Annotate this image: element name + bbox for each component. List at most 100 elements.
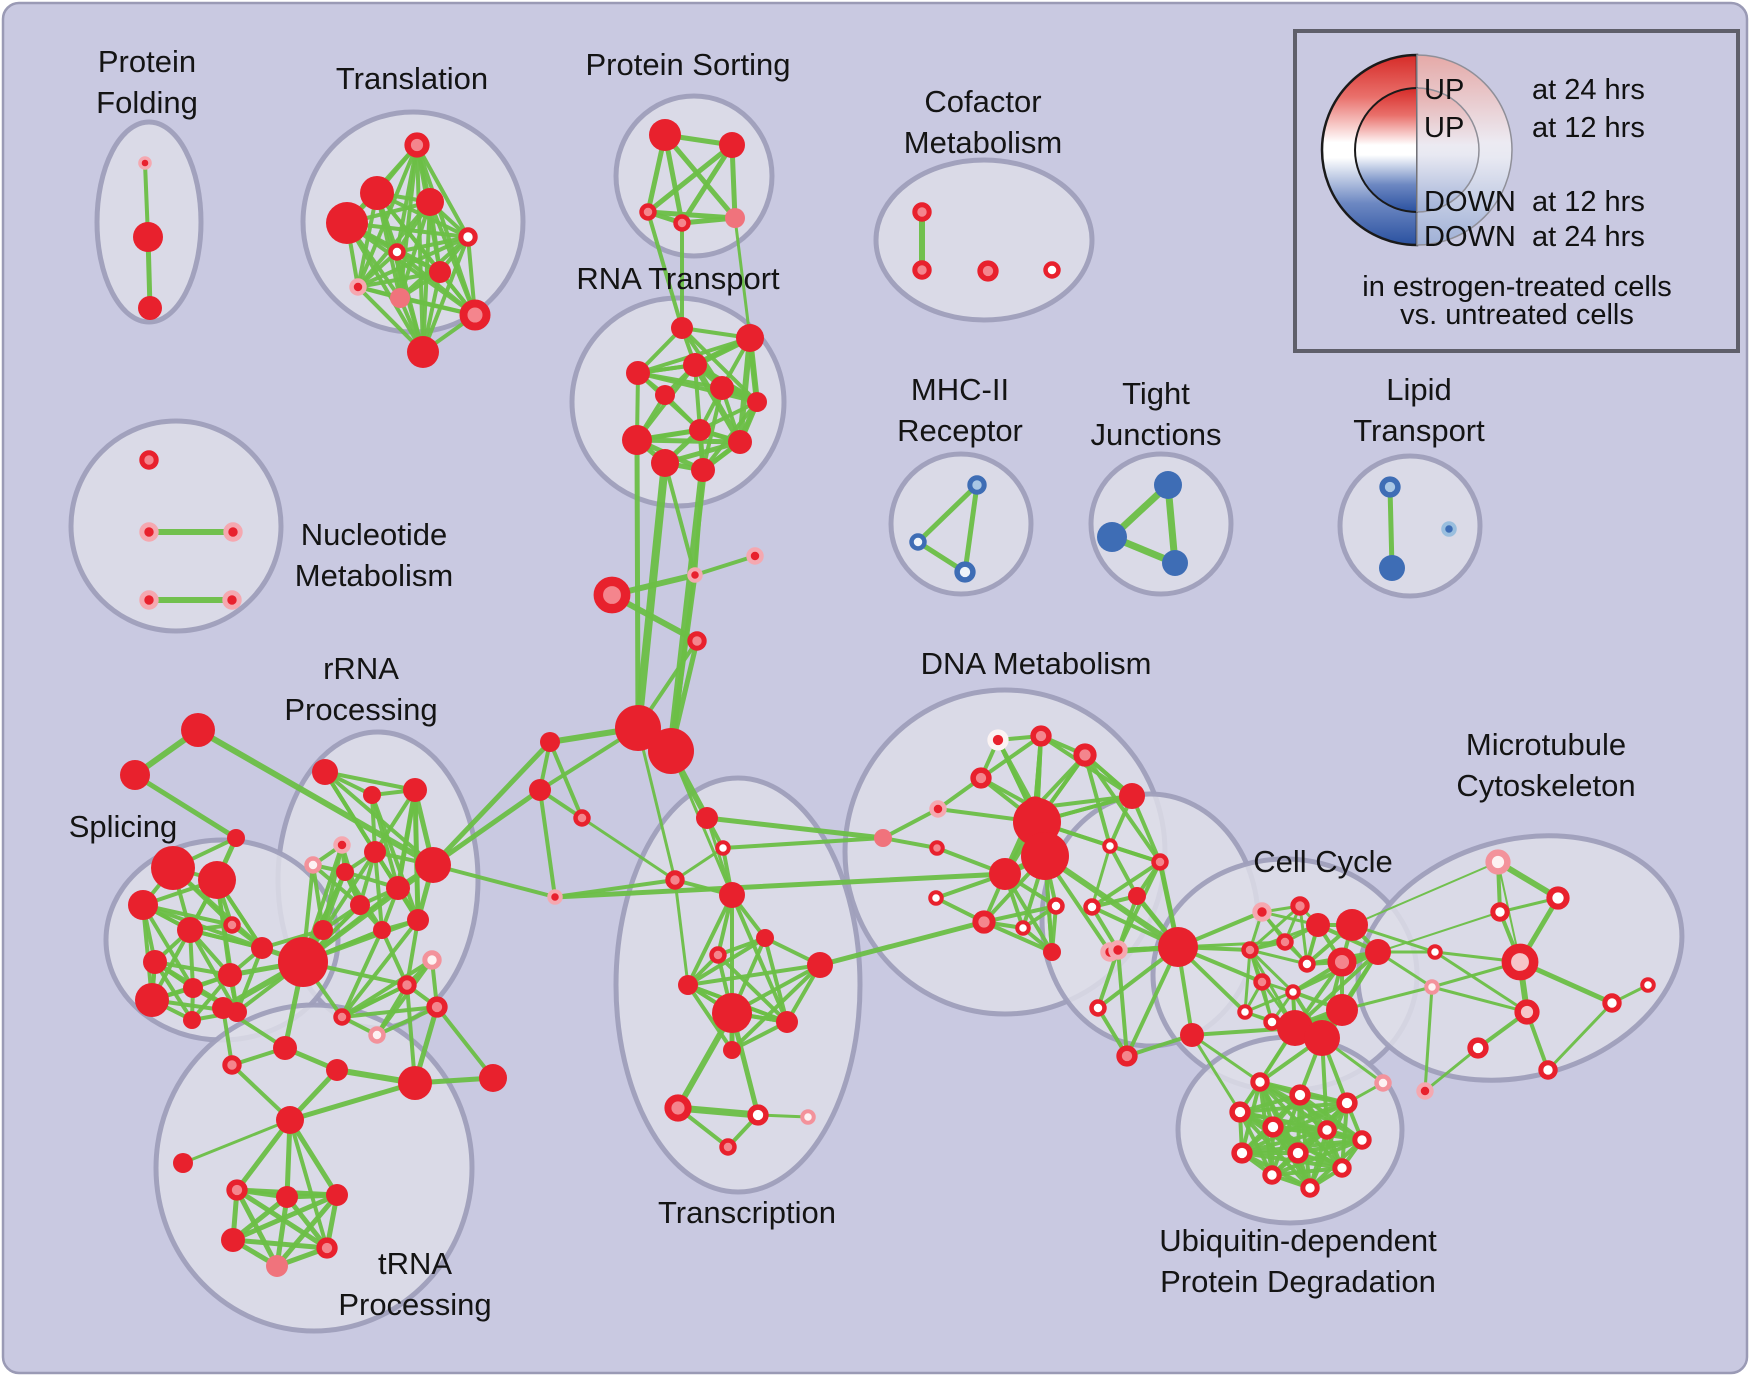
node-mc6 (1424, 979, 1440, 995)
node-rr6 (336, 863, 354, 881)
node-m1 (212, 997, 234, 1019)
node-h1 (226, 1179, 248, 1201)
node-h6 (266, 1255, 288, 1277)
node-h4 (221, 1228, 245, 1252)
node-cc12 (1263, 1013, 1281, 1031)
node-dm10 (1021, 832, 1069, 880)
node-nm5 (222, 590, 242, 610)
cluster-label-dna-metabolism-0: DNA Metabolism (921, 646, 1152, 681)
edge-rr5-rr10 (311, 863, 362, 907)
cluster-label-transcription-0: Transcription (658, 1195, 836, 1230)
node-t4 (326, 202, 368, 244)
node-sp5 (223, 916, 241, 934)
node-rt11 (651, 449, 679, 477)
edge-dm16-dm17 (982, 904, 1058, 924)
node-pf3 (138, 296, 162, 320)
cluster-label-layer: Protein Folding Translation Protein Sorting… (69, 44, 1636, 1322)
node-t1 (404, 132, 430, 158)
node-cc7 (1327, 947, 1357, 977)
edge-dm19-dm13 (1108, 844, 1139, 898)
edge-mh1-mh3 (962, 482, 980, 575)
edge-dm6-dm5 (881, 807, 940, 840)
edge-m6-h5 (288, 1118, 329, 1250)
node-u12 (1300, 1178, 1320, 1198)
edge-mh1-mh2 (915, 482, 980, 545)
node-u6 (1317, 1120, 1337, 1140)
node-dm2 (1030, 725, 1052, 747)
edge-h3-h6 (274, 1192, 340, 1269)
node-nm4 (139, 590, 159, 610)
node-nsm (547, 889, 563, 905)
node-dm19 (1128, 887, 1146, 905)
node-rt5 (710, 376, 734, 400)
node-cf2 (912, 260, 932, 280)
node-sp7 (135, 983, 169, 1017)
edge-tri2-nsm (538, 788, 557, 899)
node-rr12 (373, 921, 391, 939)
cluster-label-tight-junctions-0: Tight (1122, 376, 1190, 411)
legend-down12-level: DOWN (1424, 186, 1516, 218)
node-rt7 (747, 392, 767, 412)
edge-t5-t8 (356, 235, 470, 289)
edge-m5-m6 (287, 1080, 418, 1123)
cluster-label-splicing-0: Splicing (69, 809, 178, 844)
node-rt10 (728, 430, 752, 454)
node-nc1 (687, 567, 703, 583)
node-tri2 (529, 779, 551, 801)
node-rr13 (407, 909, 429, 931)
node-dm25 (1116, 1045, 1138, 1067)
node-dm5 (929, 800, 947, 818)
edge-m6-h3 (287, 1117, 340, 1198)
edge-ps3-rt1 (646, 210, 684, 330)
node-rr5 (304, 856, 322, 874)
edge-tx1-tx4 (705, 816, 734, 897)
node-tx1 (696, 807, 718, 829)
node-u10 (1332, 1158, 1352, 1178)
node-cc10 (1285, 984, 1301, 1000)
edge-tx7-tx8 (686, 963, 822, 987)
node-u2 (1289, 1084, 1311, 1106)
node-u4 (1229, 1101, 1251, 1123)
node-nm3 (223, 522, 243, 542)
node-rr10 (350, 895, 370, 915)
edge-rr7-rr12 (373, 850, 384, 932)
node-rr4 (333, 836, 351, 854)
node-ps4 (673, 214, 691, 232)
node-rr7 (364, 841, 386, 863)
edge-rr8b-tri1 (430, 739, 553, 868)
edge-sp4-sp12 (188, 928, 239, 1014)
node-dm11 (989, 858, 1021, 890)
edge-ps2-ps4 (679, 142, 735, 226)
edge-sp10-sp12 (235, 946, 264, 1014)
node-pf1 (138, 156, 152, 170)
node-mh3 (954, 561, 976, 583)
node-pf2 (133, 222, 163, 252)
cluster-label-translation-0: Translation (336, 61, 488, 96)
node-ccG2 (1304, 1020, 1340, 1056)
node-m2 (222, 1055, 242, 1075)
node-rrx1 (333, 1008, 351, 1026)
cluster-label-nucleotide-metabolism-0: Nucleotide (301, 517, 447, 552)
node-cc13 (1365, 939, 1391, 965)
edge-cc2-cc8 (1298, 904, 1309, 966)
node-rrx5 (426, 996, 448, 1018)
node-dm24 (1089, 999, 1107, 1017)
node-mc9 (1467, 1037, 1489, 1059)
cluster-ellipse-nucleotide-metabolism (68, 418, 284, 634)
edge-h2-h6 (274, 1194, 290, 1269)
node-rr9 (386, 876, 410, 900)
edge-mc7-mc10 (1546, 1001, 1614, 1072)
edge-rr3-rr9 (395, 787, 418, 891)
node-t10 (459, 299, 491, 331)
node-hub2 (648, 728, 694, 774)
node-t2 (360, 176, 394, 210)
node-sp8 (218, 963, 242, 987)
edge-u6-u8 (1240, 1128, 1329, 1155)
node-layer (120, 119, 1656, 1277)
node-mc8 (1514, 999, 1540, 1025)
edge-ccB-dm10 (1042, 853, 1181, 950)
legend-donut-inner-right (1416, 87, 1480, 213)
node-rt2 (736, 324, 764, 352)
node-mc1 (1485, 849, 1511, 875)
node-rt3 (626, 361, 650, 385)
